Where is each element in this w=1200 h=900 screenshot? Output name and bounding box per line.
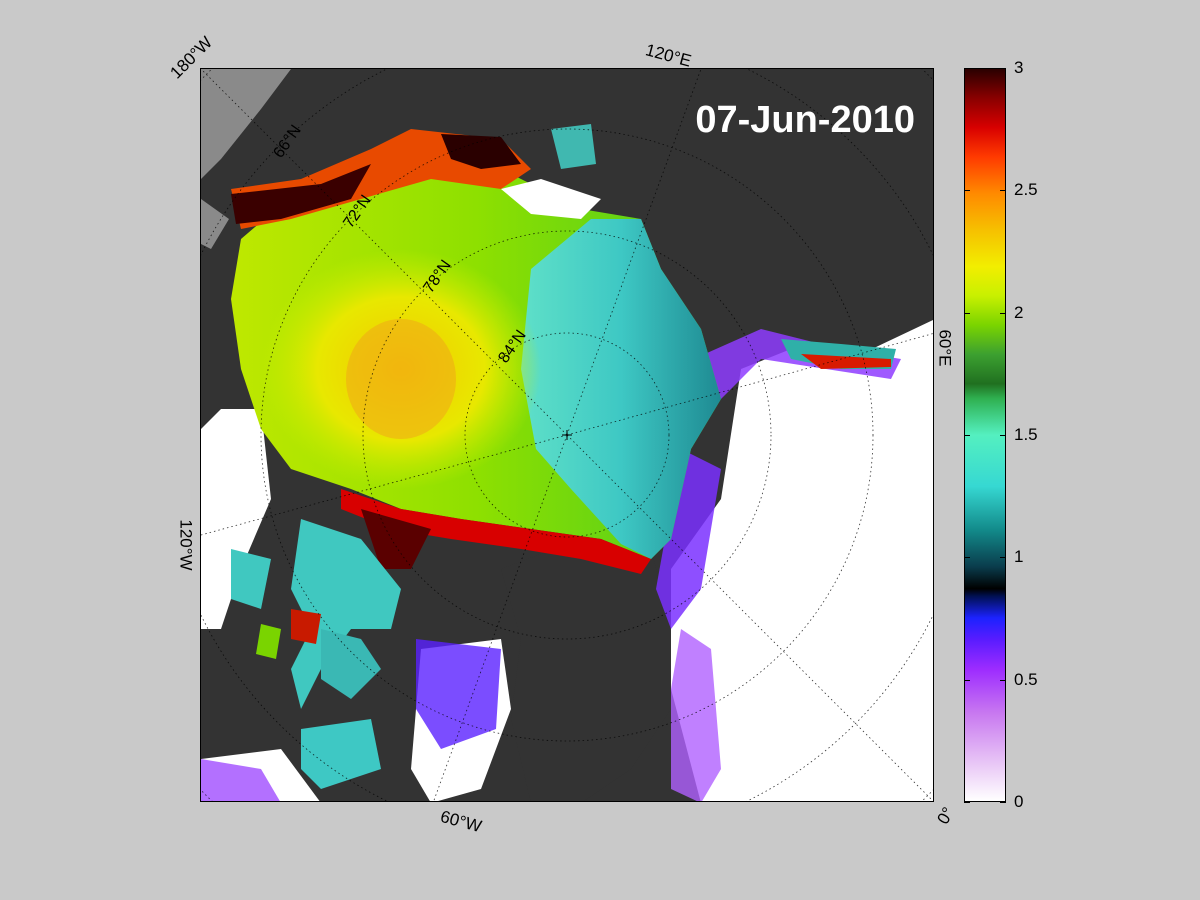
lon-label-120w: 120°W [176,519,196,571]
ice-archipelago-south [321,629,381,699]
date-label: 07-Jun-2010 [695,99,915,141]
colorbar-tick-label: 2 [1014,302,1024,322]
colorbar-tick-mark [1000,435,1006,436]
greenland [501,539,671,801]
ice-fringe-barents [671,329,901,399]
colorbar-tick-mark [1000,557,1006,559]
ice-thick-canada-coast [341,489,651,574]
colorbar-tick-mark [964,312,970,314]
polar-map: 66°N 72°N 78°N 84°N 07-Jun-2010 [200,68,934,802]
ice-fringe-bottom-left [201,759,280,801]
ice-kara-red-edge [801,354,891,369]
ice-archipelago-green [256,624,281,659]
ice-pack-cyan [521,219,721,559]
lon-label-60w: 60°W [438,806,484,837]
colorbar-tick-mark [964,68,970,69]
ice-baffin [416,639,501,749]
colorbar-tick-mark [964,802,970,803]
graticule [201,69,933,801]
lon-label-60e: 60°E [935,329,955,367]
lon-label-0: 0° [933,803,958,828]
polar-map-svg: 66°N 72°N 78°N 84°N [201,69,933,801]
lon-label-120e: 120°E [643,40,694,71]
ice-fringe-east [656,449,721,629]
colorbar-tick-label: 1 [1014,547,1024,567]
colorbar-tick-label: 0 [1014,792,1024,811]
ice-thickest-archipelago [361,509,431,569]
colorbar-tick-mark [964,557,970,559]
colorbar-tick-mark [1000,68,1006,69]
colorbar-tick-mark [964,435,970,436]
colorbar-tick-mark [1000,802,1006,803]
ice-fringe-fram [671,629,721,801]
pole-marker [562,430,572,440]
ice-thickest-siberia-e [441,134,521,169]
colorbar-tick-mark [1000,679,1006,681]
colorbar-tick-mark [964,679,970,681]
colorbar-tick-label: 1.5 [1014,425,1038,444]
colorbar-tick-label: 0.5 [1014,669,1038,689]
open-water-atlantic [671,319,933,801]
land-light-patch-2 [201,199,229,249]
ice-archipelago-red [291,609,321,644]
open-water-laptev [501,179,601,219]
colorbar-tick-mark [1000,190,1006,192]
colorbar-tick-label: 2.5 [1014,180,1038,200]
colorbar-tick-mark [1000,312,1006,314]
land-light-patch [201,69,291,179]
ice-new-siberian [551,124,596,169]
colorbar-tick-label: 3 [1014,58,1024,77]
ice-archipelago-west [231,549,271,609]
open-water-bering [201,409,271,629]
ice-archipelago-channels [291,519,401,709]
colorbar-tick-mark [964,190,970,192]
ice-hudson-north [301,719,381,789]
ice-thickest-core [346,319,456,439]
ice-thickest-siberia-w [231,164,371,224]
